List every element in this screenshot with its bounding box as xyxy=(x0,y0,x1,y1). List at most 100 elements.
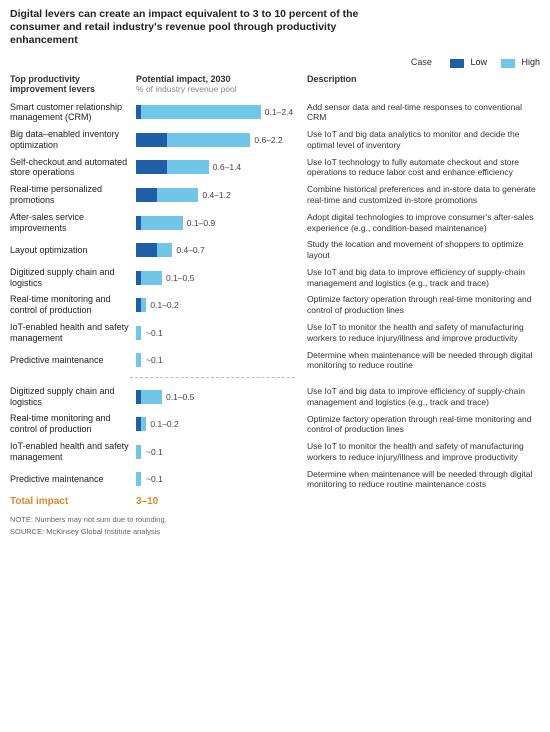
table-row: Smart customer relationship management (… xyxy=(10,102,540,124)
bar-track xyxy=(136,188,198,202)
bar-value-label: 0.1–2.4 xyxy=(265,107,293,117)
bar-track xyxy=(136,271,162,285)
bar-value-label: 0.1–0.2 xyxy=(150,419,178,429)
description: Combine historical preferences and in-st… xyxy=(307,184,540,205)
source: SOURCE: McKinsey Global Institute analys… xyxy=(10,527,540,536)
bar-segment-high xyxy=(136,105,261,119)
description: Use IoT to monitor the health and safety… xyxy=(307,441,540,462)
bar-value-label: 0.6–2.2 xyxy=(254,135,282,145)
bar-value-label: 0.1–0.2 xyxy=(150,300,178,310)
description: Optimize factory operation through real-… xyxy=(307,414,540,435)
bar-track xyxy=(136,133,250,147)
bar-segment-low xyxy=(136,298,141,312)
bar-track xyxy=(136,298,146,312)
note: NOTE: Numbers may not sum due to roundin… xyxy=(10,515,540,524)
bar-cell: ~0.1 xyxy=(136,445,301,459)
bar-cell: ~0.1 xyxy=(136,326,301,340)
header-desc: Description xyxy=(307,74,540,84)
lever-label: Big data–enabled inventory optimization xyxy=(10,129,130,151)
description: Optimize factory operation through real-… xyxy=(307,294,540,315)
bar-track xyxy=(136,160,209,174)
header-impact: Potential impact, 2030 % of industry rev… xyxy=(136,74,301,94)
lever-label: Digitized supply chain and logistics xyxy=(10,386,130,408)
legend-low: Low xyxy=(450,57,487,67)
bar-segment-low xyxy=(136,390,141,404)
bar-value-label: 0.1–0.5 xyxy=(166,273,194,283)
table-row: IoT-enabled health and safety management… xyxy=(10,322,540,344)
table-row: Predictive maintenance ~0.1 Determine when… xyxy=(10,350,540,371)
lever-label: Predictive maintenance xyxy=(10,355,130,366)
legend-low-swatch xyxy=(450,59,464,68)
description: Use IoT technology to fully automate che… xyxy=(307,157,540,178)
lever-label: After-sales service improvements xyxy=(10,212,130,234)
bar-track xyxy=(136,390,162,404)
bar-track xyxy=(136,472,142,486)
lever-label: IoT-enabled health and safety management xyxy=(10,441,130,463)
description: Determine when maintenance will be neede… xyxy=(307,350,540,371)
lever-label: Self-checkout and automated store operat… xyxy=(10,157,130,179)
table-row: Digitized supply chain and logistics 0.1–… xyxy=(10,267,540,289)
bar-value-label: ~0.1 xyxy=(146,474,163,484)
lever-label: Smart customer relationship management (… xyxy=(10,102,130,124)
bar-value-label: ~0.1 xyxy=(146,355,163,365)
bar-segment-low xyxy=(136,417,141,431)
bar-segment-tilde xyxy=(136,326,141,340)
bar-cell: 0.1–0.2 xyxy=(136,298,301,312)
bar-value-label: 0.1–0.5 xyxy=(166,392,194,402)
table-row: After-sales service improvements 0.1–0.9 A… xyxy=(10,212,540,234)
description: Adopt digital technologies to improve co… xyxy=(307,212,540,233)
description: Use IoT to monitor the health and safety… xyxy=(307,322,540,343)
bar-track xyxy=(136,216,183,230)
bar-segment-low xyxy=(136,188,157,202)
lever-label: Layout optimization xyxy=(10,245,130,256)
bar-cell: ~0.1 xyxy=(136,472,301,486)
bar-value-label: ~0.1 xyxy=(146,328,163,338)
description: Determine when maintenance will be neede… xyxy=(307,469,540,490)
total-row: Total impact 3–10 xyxy=(10,496,540,507)
bar-track xyxy=(136,243,172,257)
bar-track xyxy=(136,326,142,340)
bar-value-label: 0.4–0.7 xyxy=(176,245,204,255)
legend-high-label: High xyxy=(521,57,540,67)
table-row: Layout optimization 0.4–0.7 Study the loca… xyxy=(10,239,540,260)
bar-segment-low xyxy=(136,216,141,230)
table-row: Self-checkout and automated store operat… xyxy=(10,157,540,179)
legend: Case Low High xyxy=(10,57,540,67)
lever-label: Digitized supply chain and logistics xyxy=(10,267,130,289)
table-row: Digitized supply chain and logistics 0.1–… xyxy=(10,386,540,408)
legend-high: High xyxy=(501,57,540,67)
description: Study the location and movement of shopp… xyxy=(307,239,540,260)
lever-label: Real-time personalized promotions xyxy=(10,184,130,206)
bar-cell: 0.1–0.5 xyxy=(136,390,301,404)
rows-container: Smart customer relationship management (… xyxy=(10,102,540,490)
table-row: IoT-enabled health and safety management… xyxy=(10,441,540,463)
column-headers: Top productivity improvement levers Pote… xyxy=(10,74,540,94)
bar-segment-low xyxy=(136,243,157,257)
bar-track xyxy=(136,105,261,119)
legend-low-label: Low xyxy=(470,57,487,67)
bar-segment-low xyxy=(136,160,167,174)
description: Use IoT and big data to improve efficien… xyxy=(307,267,540,288)
bar-segment-high xyxy=(136,216,183,230)
bar-cell: ~0.1 xyxy=(136,353,301,367)
lever-label: Real-time monitoring and control of prod… xyxy=(10,294,130,316)
description: Add sensor data and real-time responses … xyxy=(307,102,540,123)
table-row: Real-time personalized promotions 0.4–1.2… xyxy=(10,184,540,206)
table-row: Real-time monitoring and control of prod… xyxy=(10,294,540,316)
bar-track xyxy=(136,445,142,459)
bar-segment-low xyxy=(136,105,141,119)
bar-segment-tilde xyxy=(136,353,141,367)
bar-cell: 0.1–0.9 xyxy=(136,216,301,230)
bar-value-label: 0.1–0.9 xyxy=(187,218,215,228)
bar-segment-tilde xyxy=(136,472,141,486)
bar-cell: 0.1–2.4 xyxy=(136,105,301,119)
description: Use IoT and big data to improve efficien… xyxy=(307,386,540,407)
table-row: Big data–enabled inventory optimization 0… xyxy=(10,129,540,151)
bar-cell: 0.4–0.7 xyxy=(136,243,301,257)
bar-segment-low xyxy=(136,271,141,285)
table-row: Real-time monitoring and control of prod… xyxy=(10,413,540,435)
section-divider xyxy=(130,377,295,378)
bar-track xyxy=(136,417,146,431)
page-title: Digital levers can create an impact equi… xyxy=(10,8,390,47)
bar-cell: 0.4–1.2 xyxy=(136,188,301,202)
